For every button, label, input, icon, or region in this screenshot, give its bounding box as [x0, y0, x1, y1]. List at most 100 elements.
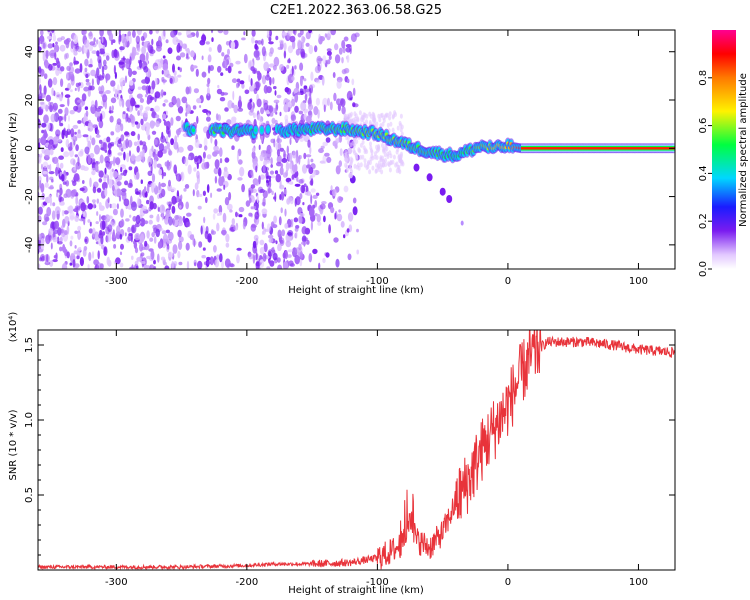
- noise-dot: [58, 115, 62, 125]
- noise-dot: [375, 155, 379, 161]
- noise-dot: [322, 55, 327, 64]
- noise-dot: [125, 58, 131, 64]
- noise-dot: [389, 160, 393, 166]
- noise-dot: [59, 246, 63, 252]
- noise-dot: [94, 163, 99, 173]
- noise-dot: [368, 169, 372, 175]
- noise-dot: [143, 123, 146, 128]
- noise-dot: [232, 90, 235, 101]
- noise-dot: [231, 145, 235, 150]
- noise-dot: [206, 261, 211, 265]
- noise-dot: [270, 138, 276, 144]
- noise-dot: [74, 131, 77, 135]
- noise-dot: [280, 163, 284, 169]
- noise-dot: [212, 213, 216, 220]
- noise-dot: [294, 92, 299, 103]
- snr-y-label: SNR (10 * v/v): [8, 409, 19, 480]
- noise-dot: [55, 129, 61, 137]
- noise-dot: [349, 142, 353, 148]
- noise-dot: [112, 86, 116, 92]
- noise-dot: [296, 176, 299, 183]
- noise-dot: [111, 184, 115, 192]
- noise-dot: [283, 150, 286, 159]
- noise-dot: [348, 172, 353, 179]
- noise-dot: [245, 200, 251, 207]
- noise-dot: [72, 124, 79, 129]
- noise-dot: [263, 152, 268, 162]
- noise-dot: [125, 218, 130, 222]
- noise-dot: [182, 43, 187, 49]
- noise-dot: [50, 52, 56, 57]
- noise-dot: [186, 260, 190, 269]
- noise-dot: [131, 201, 137, 212]
- noise-dot: [172, 244, 178, 254]
- noise-dot: [123, 198, 130, 207]
- noise-dot: [266, 266, 271, 269]
- noise-dot: [88, 31, 94, 40]
- noise-dot: [217, 44, 222, 53]
- noise-dot: [121, 65, 125, 71]
- signal-core: [191, 128, 196, 133]
- noise-dot: [39, 196, 44, 200]
- noise-dot: [155, 114, 160, 119]
- noise-dot: [107, 215, 113, 220]
- noise-dot: [248, 74, 251, 83]
- noise-dot: [127, 234, 133, 242]
- noise-dot: [207, 113, 210, 118]
- noise-dot: [70, 40, 74, 50]
- noise-dot: [381, 143, 384, 148]
- noise-dot: [109, 203, 112, 209]
- noise-dot: [168, 216, 173, 226]
- noise-dot: [301, 42, 304, 49]
- noise-dot: [243, 53, 248, 64]
- noise-dot: [124, 169, 128, 174]
- noise-dot: [67, 97, 70, 107]
- noise-dot: [241, 83, 245, 89]
- noise-dot: [153, 159, 157, 169]
- noise-dot: [151, 38, 154, 46]
- noise-dot: [178, 236, 184, 243]
- noise-dot: [368, 111, 372, 117]
- noise-dot: [262, 252, 267, 262]
- noise-dot: [60, 225, 64, 231]
- y-tick-label: 20: [24, 94, 35, 107]
- noise-dot: [252, 254, 256, 264]
- noise-dot: [287, 249, 293, 253]
- noise-dot: [395, 161, 399, 167]
- noise-dot: [163, 30, 166, 37]
- noise-dot: [45, 49, 49, 60]
- noise-dot: [52, 202, 56, 207]
- noise-dot: [170, 138, 175, 146]
- noise-dot: [133, 241, 138, 249]
- noise-dot: [343, 234, 346, 239]
- noise-dot: [269, 112, 274, 117]
- x-tick-label: -200: [236, 276, 259, 287]
- noise-dot: [276, 257, 281, 263]
- noise-dot: [365, 113, 369, 119]
- noise-dot: [214, 139, 218, 147]
- noise-dot: [65, 131, 68, 137]
- noise-dot: [319, 203, 326, 210]
- noise-dot: [293, 217, 299, 223]
- noise-dot: [153, 138, 158, 145]
- carrier-core: [520, 147, 675, 150]
- noise-dot: [231, 116, 237, 122]
- noise-dot: [55, 57, 60, 64]
- noise-dot: [279, 111, 282, 117]
- noise-dot: [126, 152, 130, 163]
- noise-dot: [98, 232, 104, 239]
- noise-dot: [261, 46, 266, 57]
- noise-dot: [284, 114, 289, 122]
- noise-dot: [78, 232, 81, 237]
- noise-dot: [239, 80, 245, 85]
- noise-dot: [87, 44, 94, 52]
- noise-dot: [356, 249, 360, 255]
- noise-dot: [207, 54, 212, 63]
- noise-dot: [227, 48, 230, 56]
- noise-dot: [270, 157, 273, 165]
- noise-dot: [315, 192, 320, 196]
- noise-dot: [193, 88, 199, 94]
- noise-dot: [145, 106, 151, 111]
- noise-dot: [146, 230, 150, 239]
- noise-dot: [237, 99, 242, 109]
